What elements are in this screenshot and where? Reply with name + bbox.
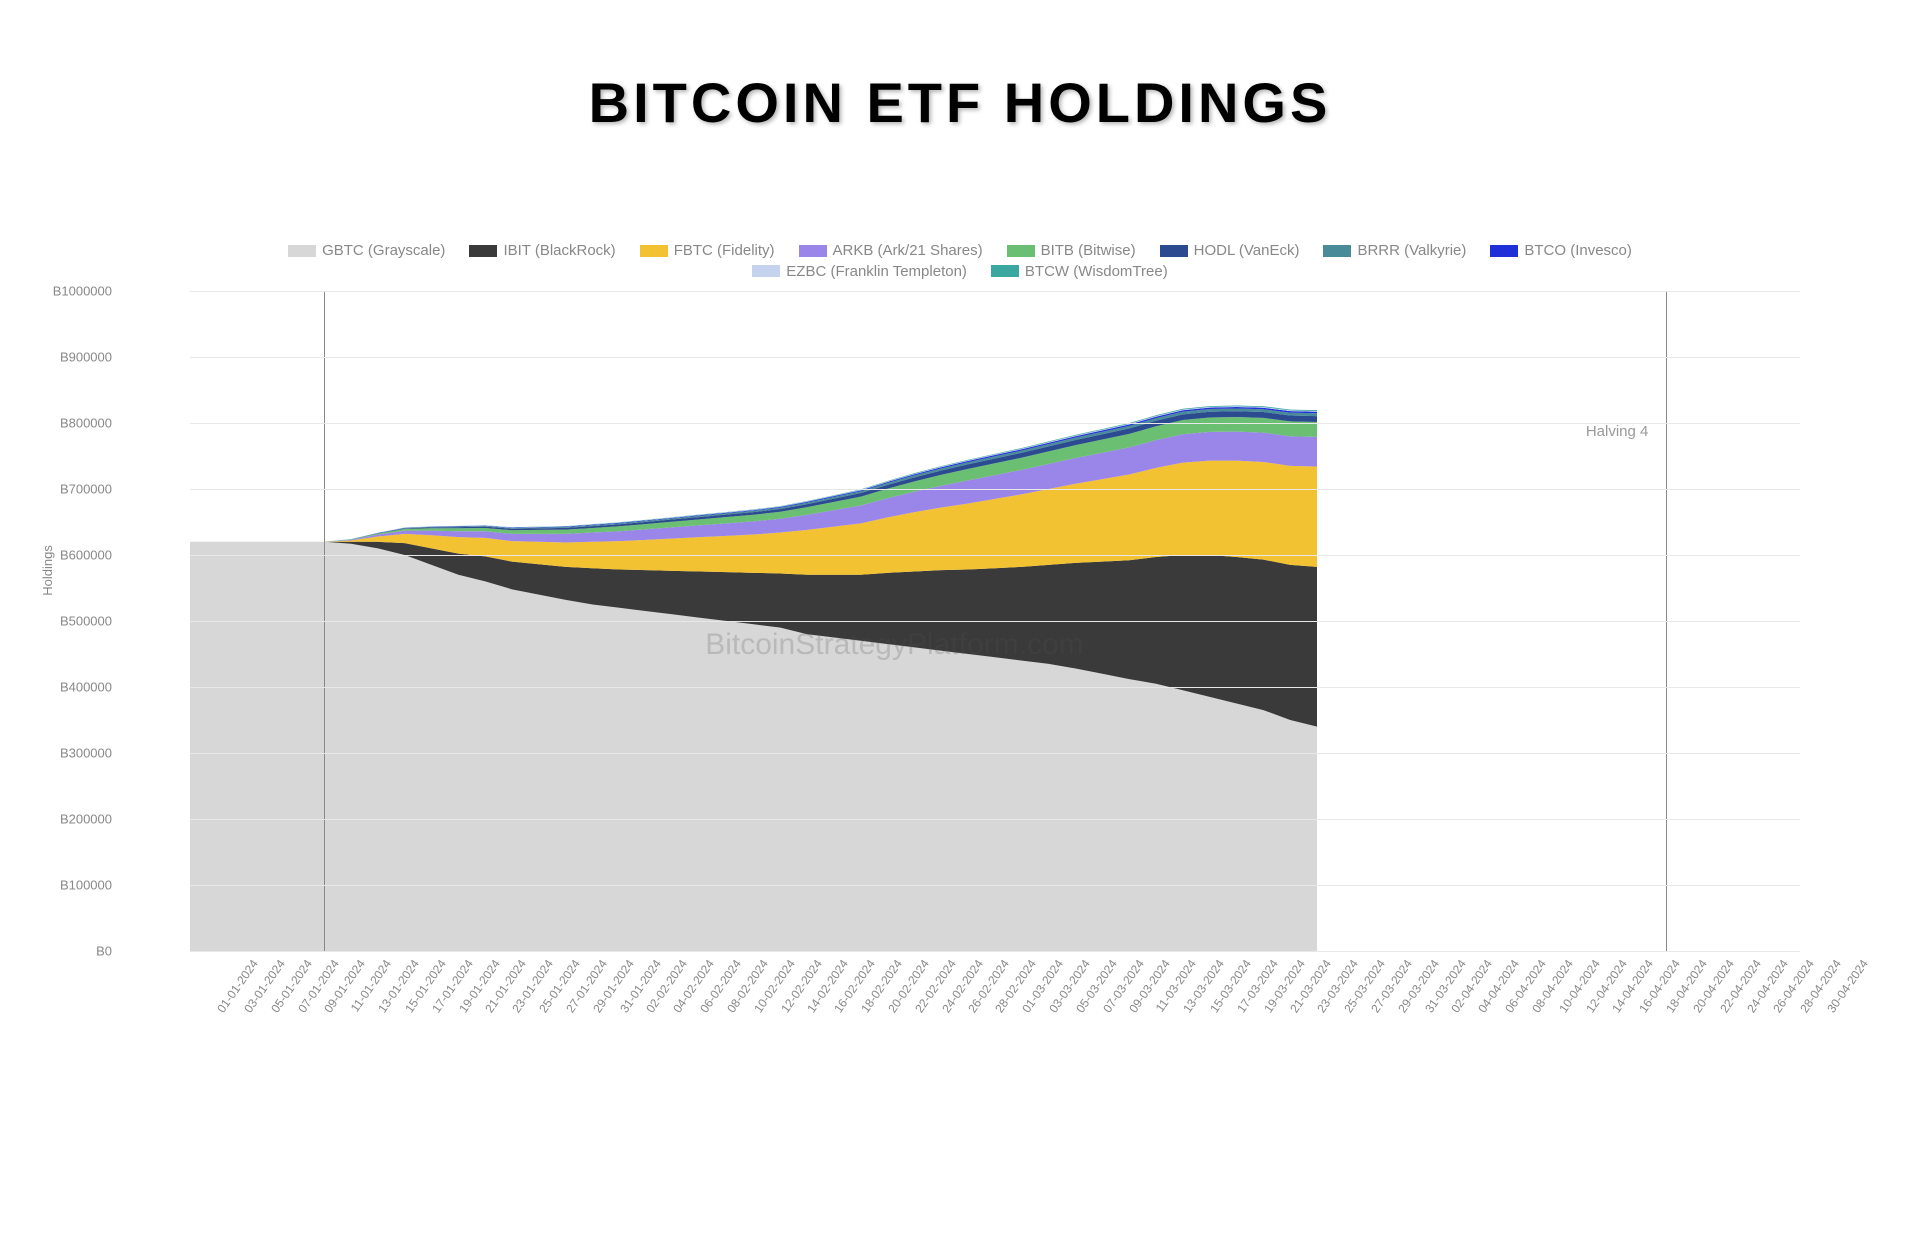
legend-swatch <box>1160 245 1188 257</box>
legend-label: BTCW (WisdomTree) <box>1025 263 1168 280</box>
legend-label: BRRR (Valkyrie) <box>1357 242 1466 259</box>
gridline <box>190 357 1800 358</box>
y-tick-label: B600000 <box>42 548 112 563</box>
legend-swatch <box>288 245 316 257</box>
gridline <box>190 687 1800 688</box>
gridline <box>190 819 1800 820</box>
legend-row: GBTC (Grayscale) IBIT (BlackRock) FBTC (Fi… <box>120 242 1800 261</box>
x-axis: 01-01-202403-01-202405-01-202407-01-2024… <box>190 951 1800 1071</box>
gridline <box>190 291 1800 292</box>
legend-item: BRRR (Valkyrie) <box>1323 242 1466 259</box>
y-tick-label: B700000 <box>42 482 112 497</box>
legend-swatch <box>1323 245 1351 257</box>
legend-item: EZBC (Franklin Templeton) <box>752 263 967 280</box>
legend-swatch <box>640 245 668 257</box>
y-tick-label: B200000 <box>42 812 112 827</box>
legend-label: HODL (VanEck) <box>1194 242 1300 259</box>
gridline <box>190 753 1800 754</box>
gridline <box>190 621 1800 622</box>
legend-row: EZBC (Franklin Templeton) BTCW (WisdomTre… <box>120 263 1800 282</box>
y-tick-label: B0 <box>42 944 112 959</box>
watermark: BitcoinStrategyPlatform.com <box>705 628 1083 662</box>
y-tick-label: B800000 <box>42 416 112 431</box>
legend-swatch <box>991 265 1019 277</box>
legend-item: IBIT (BlackRock) <box>469 242 615 259</box>
legend-label: BITB (Bitwise) <box>1041 242 1136 259</box>
legend-item: BTCO (Invesco) <box>1490 242 1632 259</box>
legend-swatch <box>1490 245 1518 257</box>
y-tick-label: B100000 <box>42 878 112 893</box>
legend-label: ARKB (Ark/21 Shares) <box>833 242 983 259</box>
plot-area-outer: Holdings BitcoinStrategyPlatform.com Hal… <box>120 291 1800 951</box>
y-tick-label: B500000 <box>42 614 112 629</box>
legend-swatch <box>799 245 827 257</box>
y-tick-label: B1000000 <box>42 284 112 299</box>
legend-label: IBIT (BlackRock) <box>503 242 615 259</box>
gridline <box>190 489 1800 490</box>
gridline <box>190 951 1800 952</box>
annotation-label: Halving 4 <box>1586 423 1649 440</box>
legend-label: BTCO (Invesco) <box>1524 242 1632 259</box>
y-tick-label: B400000 <box>42 680 112 695</box>
page-title: BITCOIN ETF HOLDINGS <box>0 70 1920 135</box>
legend-item: BTCW (WisdomTree) <box>991 263 1168 280</box>
legend-swatch <box>752 265 780 277</box>
legend: GBTC (Grayscale) IBIT (BlackRock) FBTC (Fi… <box>120 242 1800 281</box>
gridline <box>190 423 1800 424</box>
chart-container: GBTC (Grayscale) IBIT (BlackRock) FBTC (Fi… <box>120 240 1800 951</box>
legend-swatch <box>469 245 497 257</box>
y-tick-label: B300000 <box>42 746 112 761</box>
gridline <box>190 555 1800 556</box>
legend-label: GBTC (Grayscale) <box>322 242 445 259</box>
gridline <box>190 885 1800 886</box>
legend-label: EZBC (Franklin Templeton) <box>786 263 967 280</box>
page: BITCOIN ETF HOLDINGS GBTC (Grayscale) IBI… <box>0 0 1920 1245</box>
legend-label: FBTC (Fidelity) <box>674 242 775 259</box>
legend-item: BITB (Bitwise) <box>1007 242 1136 259</box>
y-tick-label: B900000 <box>42 350 112 365</box>
legend-item: FBTC (Fidelity) <box>640 242 775 259</box>
legend-swatch <box>1007 245 1035 257</box>
legend-item: GBTC (Grayscale) <box>288 242 445 259</box>
legend-item: ARKB (Ark/21 Shares) <box>799 242 983 259</box>
legend-item: HODL (VanEck) <box>1160 242 1300 259</box>
